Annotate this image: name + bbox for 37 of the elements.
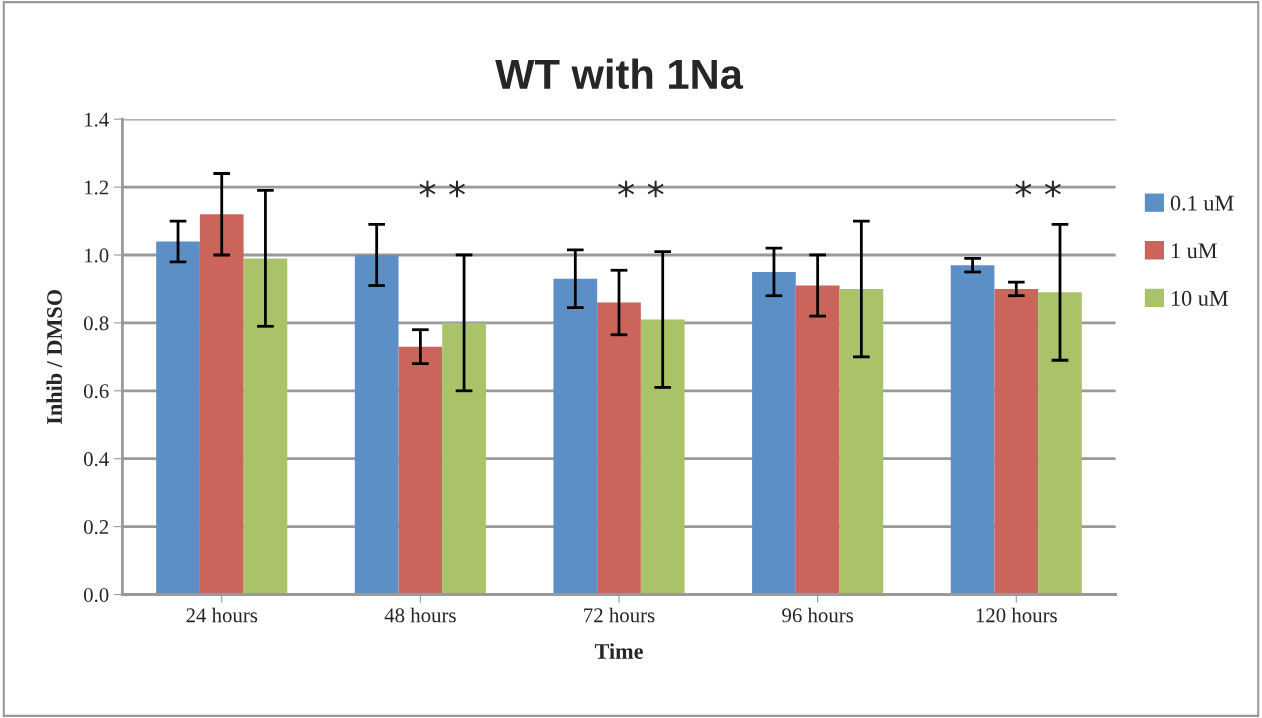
bar xyxy=(156,241,200,595)
bar xyxy=(994,288,1039,595)
y-tick-label: 0.8 xyxy=(83,316,109,331)
bar xyxy=(597,302,641,595)
x-tick-label: 24 hours xyxy=(186,607,258,623)
legend-label: 10 uM xyxy=(1171,290,1228,306)
annotation: * * xyxy=(1015,180,1061,198)
chart-title: WT with 1Na xyxy=(495,58,744,90)
bar xyxy=(398,346,443,595)
bar xyxy=(839,288,884,595)
bar xyxy=(243,258,288,595)
bar xyxy=(553,278,598,595)
y-axis-title: Inhib / DMSO xyxy=(46,290,62,425)
x-tick-label: 72 hours xyxy=(584,607,655,623)
bar xyxy=(354,254,399,595)
y-tick-label: 0.2 xyxy=(83,519,109,535)
y-tick-label: 0.0 xyxy=(83,587,109,603)
y-tick-label: 0.4 xyxy=(83,452,109,467)
x-tick-label: 96 hours xyxy=(782,607,854,623)
annotation: * * xyxy=(419,180,465,198)
y-tick-label: 1.4 xyxy=(85,112,109,127)
bar xyxy=(795,285,840,595)
bar xyxy=(752,271,796,595)
y-tick-label: 0.6 xyxy=(83,384,109,399)
legend-label: 1 uM xyxy=(1171,243,1217,259)
x-axis-title: Time xyxy=(594,643,643,659)
bar xyxy=(640,319,685,595)
y-tick-label: 1.0 xyxy=(85,248,109,263)
bar xyxy=(1038,292,1082,595)
annotation: * * xyxy=(618,180,664,198)
legend-label: 0.1 uM xyxy=(1170,195,1234,211)
bar xyxy=(442,322,486,595)
bar xyxy=(199,214,244,595)
x-tick-label: 48 hours xyxy=(384,607,456,623)
x-tick-label: 120 hours xyxy=(976,607,1057,623)
bar xyxy=(950,265,995,595)
y-tick-label: 1.2 xyxy=(85,180,109,195)
